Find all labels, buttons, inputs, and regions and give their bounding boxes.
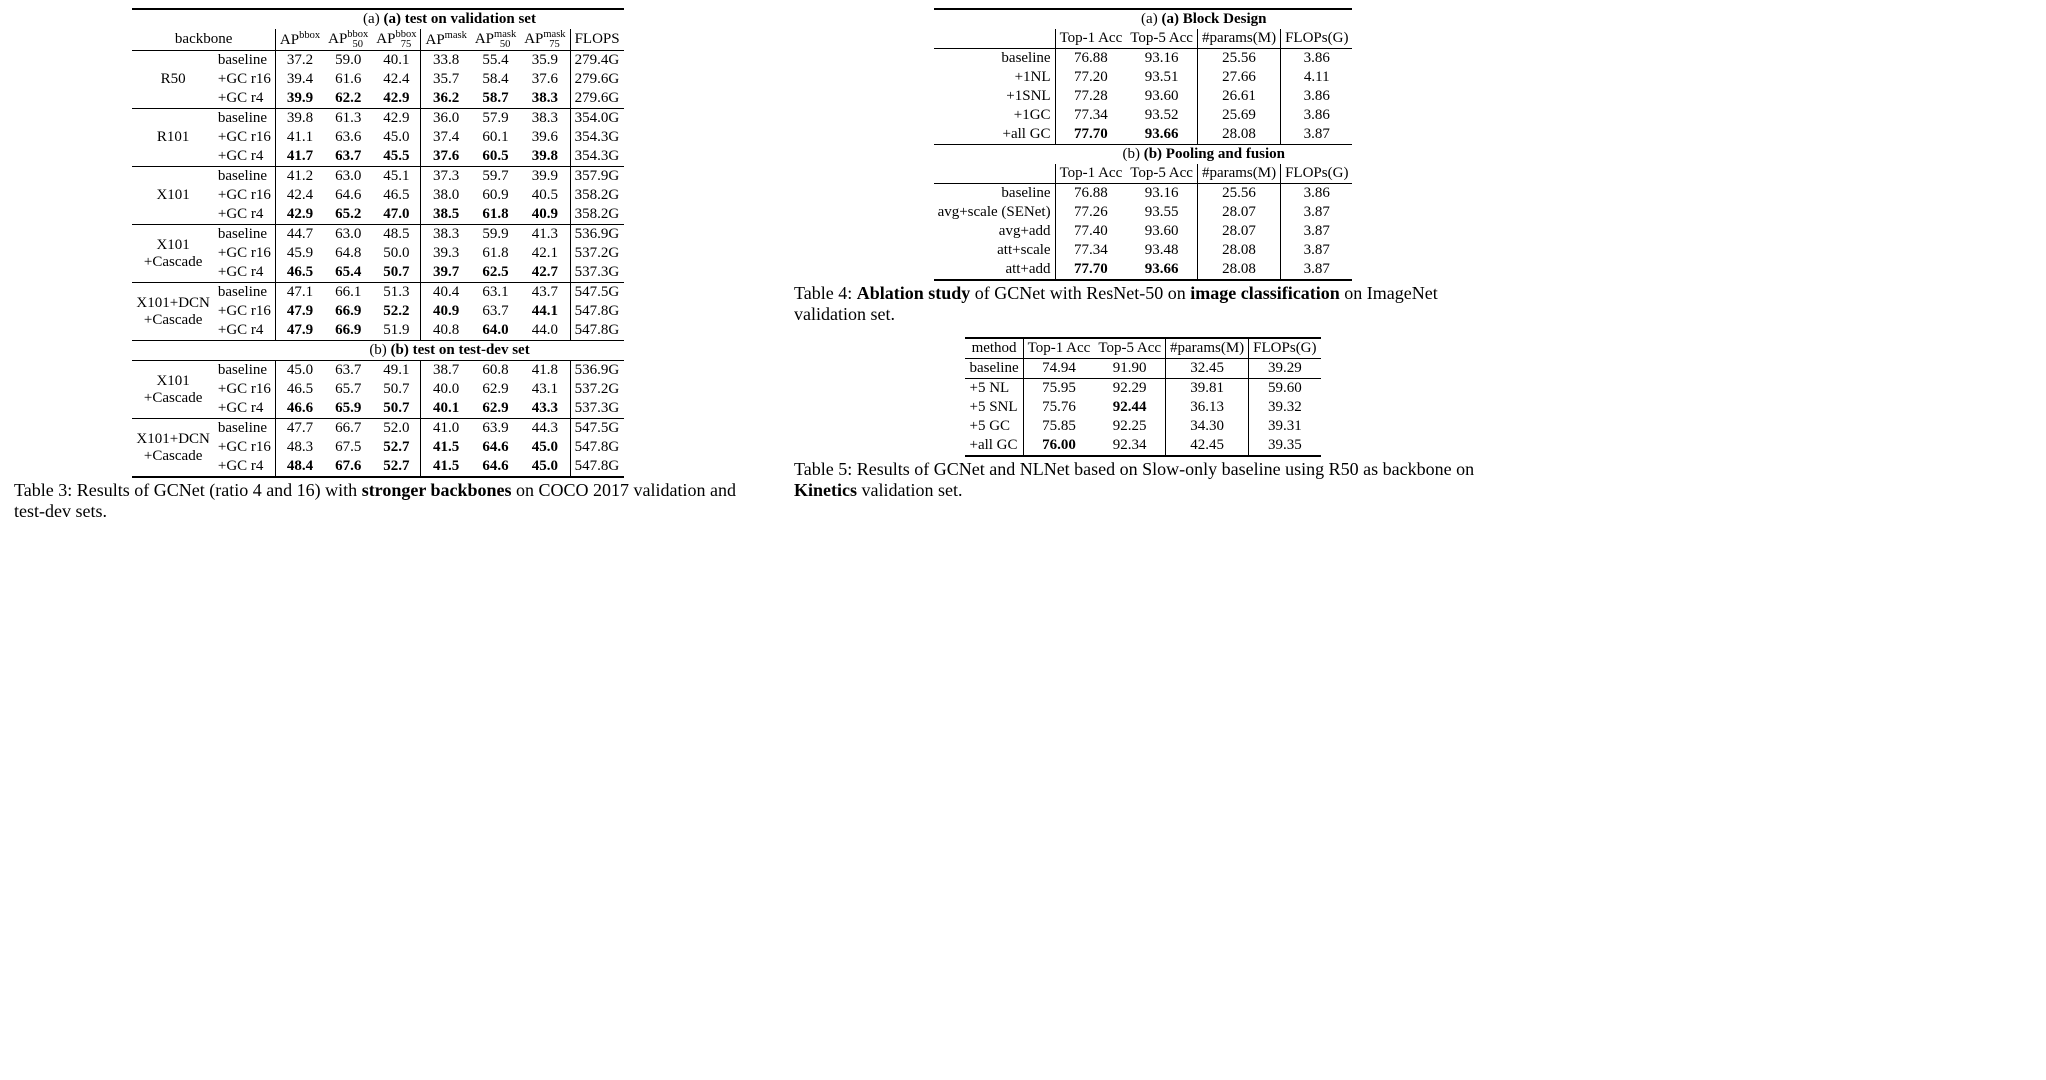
table4: (a) (a) Block Design Top-1 Acc Top-5 Acc… bbox=[934, 8, 1353, 281]
table3-container: (a) (a) test on validation set backbone … bbox=[8, 8, 748, 522]
table5: method Top-1 Acc Top-5 Acc #params(M) FL… bbox=[965, 337, 1320, 457]
table3-caption: Table 3: Results of GCNet (ratio 4 and 1… bbox=[8, 480, 748, 522]
t3-backbone-hdr: backbone bbox=[132, 29, 275, 51]
t3-R101: R101 bbox=[132, 109, 213, 167]
t3-X101Cascade: X101 +Cascade bbox=[132, 225, 213, 283]
table5-caption: Table 5: Results of GCNet and NLNet base… bbox=[788, 459, 1498, 501]
t3-sectA-title: (a) test on validation set bbox=[383, 11, 536, 27]
t3-R50: R50 bbox=[132, 51, 213, 109]
t3-X101DCNCascade: X101+DCN +Cascade bbox=[132, 283, 213, 341]
t3-sectB-title: (b) test on test-dev set bbox=[391, 342, 530, 358]
table3: (a) (a) test on validation set backbone … bbox=[132, 8, 623, 478]
t3-X101: X101 bbox=[132, 167, 213, 225]
table4-caption: Table 4: Ablation study of GCNet with Re… bbox=[788, 283, 1498, 325]
right-col: (a) (a) Block Design Top-1 Acc Top-5 Acc… bbox=[788, 8, 1498, 501]
